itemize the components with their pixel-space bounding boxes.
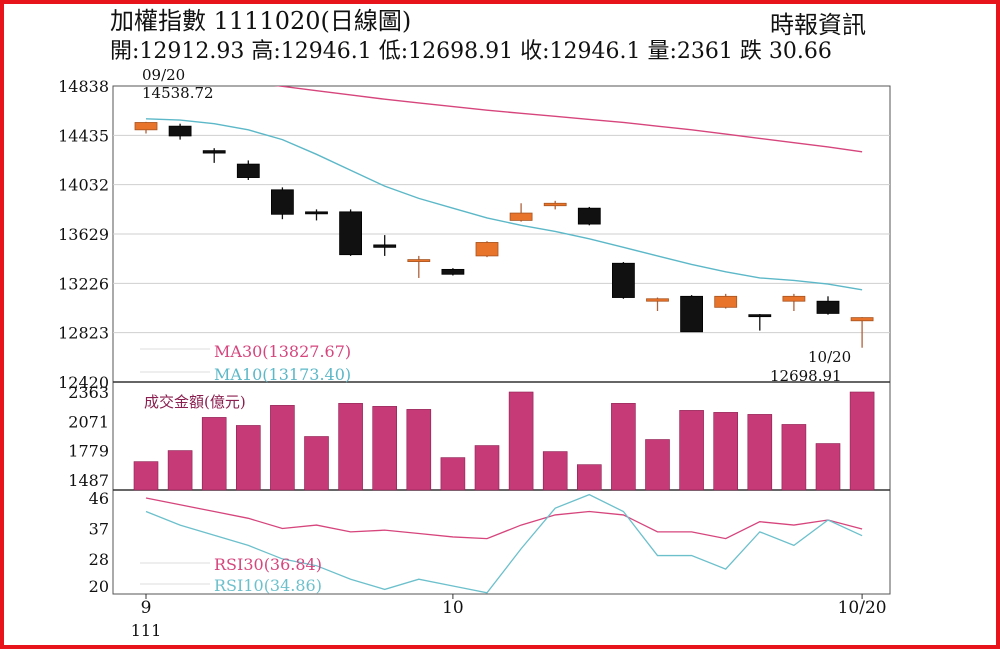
volume-bar	[781, 424, 807, 491]
candle-body	[748, 314, 772, 318]
volume-bar	[338, 403, 363, 491]
x-tick-label: 10/20	[838, 598, 887, 618]
candle-body	[236, 163, 260, 178]
candle-body	[577, 207, 601, 225]
volume-bar	[167, 450, 193, 491]
y-tick-label: 13226	[58, 274, 109, 293]
candle-body	[646, 298, 669, 302]
rsi-tick-label: 28	[89, 550, 109, 569]
ma30-line	[273, 86, 863, 153]
volume-bar	[304, 436, 329, 491]
volume-title: 成交金額(億元)	[144, 393, 246, 411]
volume-tick-label: 1779	[68, 442, 109, 461]
volume-bar	[542, 451, 568, 491]
candle-body	[339, 211, 363, 256]
candle-body	[816, 300, 840, 314]
volume-bar	[645, 439, 670, 491]
volume-bar	[849, 391, 875, 491]
source-label: 時報資訊	[770, 11, 866, 39]
x-tick-label: 10	[442, 598, 464, 618]
volume-tick-label: 1487	[68, 471, 109, 490]
volume-bar	[679, 410, 704, 491]
candle-body	[373, 244, 397, 248]
high-value-label: 14538.72	[142, 84, 214, 102]
volume-tick-label: 2071	[68, 412, 109, 431]
volume-bar	[747, 414, 773, 491]
x-tick-label: 9	[141, 598, 152, 618]
rsi-tick-label: 37	[89, 519, 109, 538]
candle-body	[407, 259, 431, 262]
candle-body	[441, 268, 465, 275]
volume-bar	[815, 443, 841, 491]
plot-border	[112, 85, 891, 595]
volume-bar	[576, 464, 602, 491]
y-tick-label: 14838	[58, 77, 109, 96]
low-date-label: 10/20	[808, 348, 851, 366]
rsi10-line	[145, 493, 863, 594]
rsi30-legend: RSI30(36.84)	[214, 555, 322, 574]
candle-body	[134, 122, 158, 131]
rsi30-line	[145, 497, 863, 540]
candle-body	[202, 150, 226, 154]
volume-bar	[133, 461, 159, 491]
candle-body	[475, 242, 499, 257]
candle-body	[270, 189, 294, 215]
volume-bar	[440, 457, 466, 491]
y-tick-label: 14435	[58, 126, 109, 145]
ohlc-stats: 開:12912.93 高:12946.1 低:12698.91 收:12946.…	[110, 39, 832, 64]
volume-bar	[474, 445, 500, 491]
volume-bar	[508, 391, 534, 491]
candle-body	[509, 212, 533, 221]
candle-body	[714, 295, 738, 308]
low-value-label: 12698.91	[770, 367, 842, 385]
volume-bar	[406, 409, 432, 491]
high-date-label: 09/20	[142, 66, 185, 84]
y-tick-label: 14032	[58, 176, 109, 195]
ma10-line	[145, 118, 863, 291]
rsi10-legend: RSI10(34.86)	[214, 576, 322, 595]
x-year-label: 111	[131, 621, 162, 640]
y-tick-label: 12823	[58, 324, 109, 343]
candle-body	[850, 317, 874, 322]
y-tick-label: 13629	[58, 225, 109, 244]
chart-title: 加權指數 1111020(日線圖)	[110, 7, 412, 35]
candle-body	[612, 262, 635, 298]
ma30-legend: MA30(13827.67)	[214, 342, 351, 361]
y-tick-label: 12420	[58, 373, 109, 392]
ma10-legend: MA10(13173.40)	[214, 365, 351, 384]
candle-body	[782, 295, 806, 302]
rsi-tick-label: 46	[89, 489, 109, 508]
candle-body	[305, 211, 328, 215]
volume-bar	[713, 412, 739, 491]
volume-bar	[611, 403, 636, 491]
volume-bar	[270, 405, 295, 491]
volume-bar	[236, 425, 261, 491]
candle-body	[680, 295, 703, 333]
volume-bar	[372, 406, 398, 491]
volume-tick-label: 2363	[68, 383, 109, 402]
rsi-tick-label: 20	[89, 577, 109, 596]
candle-body	[168, 125, 192, 137]
candle-body	[543, 202, 567, 207]
volume-bar	[201, 417, 227, 491]
